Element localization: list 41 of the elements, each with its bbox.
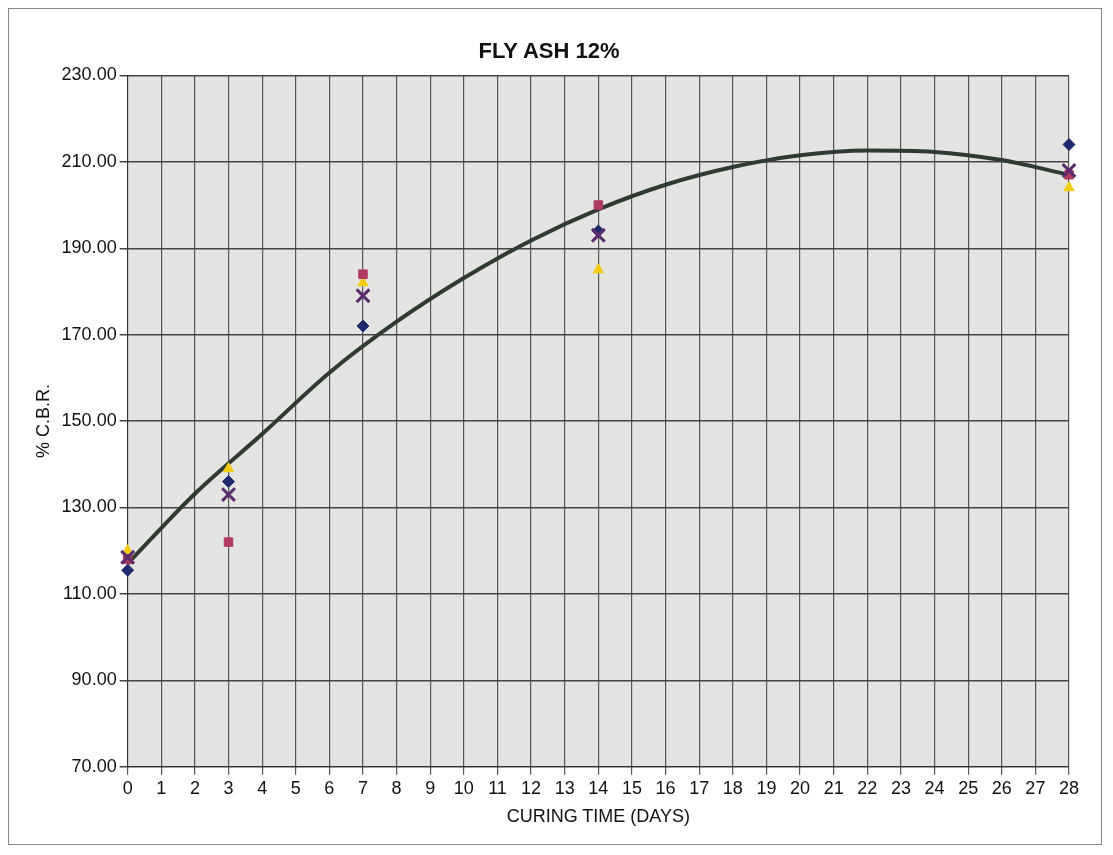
x-tick-label: 3: [223, 777, 234, 798]
x-tick-label: 22: [857, 777, 878, 798]
x-tick-label: 7: [357, 777, 368, 798]
x-tick-label: 11: [488, 777, 507, 798]
y-axis-title: % C.B.R.: [32, 384, 53, 459]
x-tick-label: 4: [257, 777, 268, 798]
y-tick-label: 190.00: [61, 237, 117, 258]
x-tick-label: 14: [588, 777, 609, 798]
x-tick-label: 6: [324, 777, 335, 798]
x-tick-label: 27: [1025, 777, 1046, 798]
x-tick-label: 12: [521, 777, 542, 798]
y-tick-label: 210.00: [61, 150, 117, 171]
y-tick-label: 70.00: [71, 755, 117, 776]
x-tick-label: 17: [689, 777, 710, 798]
y-tick-label: 130.00: [61, 496, 117, 517]
x-tick-label: 18: [722, 777, 743, 798]
x-tick-label: 10: [453, 777, 474, 798]
x-tick-label: 8: [391, 777, 402, 798]
x-tick-label: 23: [890, 777, 911, 798]
chart-title: FLY ASH 12%: [478, 38, 620, 64]
x-tick-label: 0: [122, 777, 133, 798]
x-tick-label: 13: [554, 777, 575, 798]
y-tick-label: 90.00: [71, 669, 117, 690]
y-tick-label: 230.00: [61, 64, 117, 85]
x-tick-label: 26: [991, 777, 1012, 798]
x-tick-label: 15: [621, 777, 642, 798]
x-tick-label: 20: [790, 777, 811, 798]
x-axis-title: CURING TIME (DAYS): [506, 806, 690, 827]
x-tick-label: 19: [756, 777, 777, 798]
x-tick-label: 25: [958, 777, 979, 798]
x-tick-label: 9: [425, 777, 436, 798]
x-tick-label: 28: [1058, 777, 1080, 798]
x-tick-label: 2: [189, 777, 200, 798]
y-tick-label: 110.00: [62, 582, 117, 603]
y-tick-label: 170.00: [61, 323, 117, 344]
x-tick-label: 16: [655, 777, 676, 798]
x-tick-label: 21: [823, 777, 844, 798]
y-tick-label: 150.00: [61, 410, 117, 431]
x-tick-label: 1: [156, 777, 167, 798]
x-tick-label: 5: [290, 777, 301, 798]
x-tick-label: 24: [924, 777, 945, 798]
